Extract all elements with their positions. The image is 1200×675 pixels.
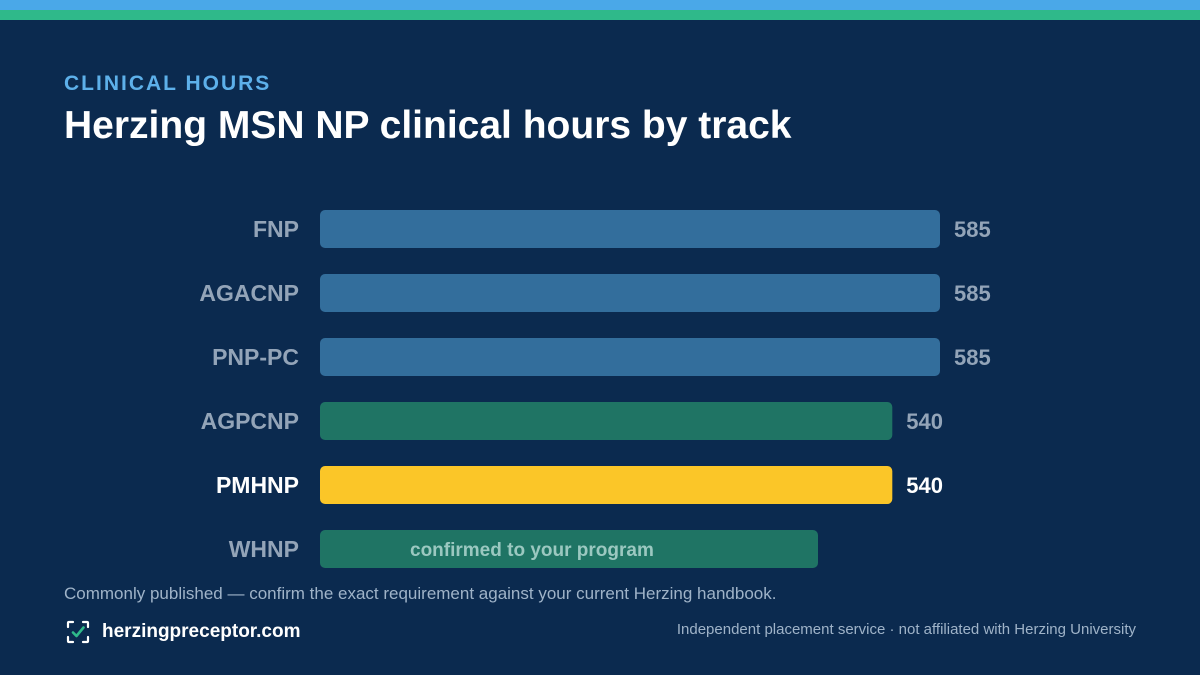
value-label-agacnp: 585	[954, 281, 991, 306]
bar-agacnp	[320, 274, 940, 312]
bar-fnp	[320, 210, 940, 248]
bar-note-whnp: confirmed to your program	[410, 540, 654, 561]
section-eyebrow: CLINICAL HOURS	[64, 72, 272, 95]
brand[interactable]: herzingpreceptor.com	[64, 618, 301, 646]
bar-pmhnp	[320, 466, 893, 504]
disclaimer: Independent placement service · not affi…	[676, 621, 1136, 638]
value-label-agpcnp: 540	[906, 409, 943, 434]
top-accent-bar	[0, 0, 1200, 20]
bar-pnp-pc	[320, 338, 940, 376]
value-label-pmhnp: 540	[906, 473, 943, 498]
category-label-pmhnp: PMHNP	[216, 472, 299, 498]
value-label-fnp: 585	[954, 217, 991, 242]
bar-agpcnp	[320, 402, 893, 440]
category-label-agacnp: AGACNP	[199, 280, 299, 306]
category-label-agpcnp: AGPCNP	[201, 408, 299, 434]
value-label-pnp-pc: 585	[954, 345, 991, 370]
category-label-pnp-pc: PNP-PC	[212, 344, 299, 370]
checkbox-icon	[66, 620, 90, 644]
footnote: Commonly published — confirm the exact r…	[64, 584, 777, 603]
bar-whnp	[320, 530, 818, 568]
site-name[interactable]: herzingpreceptor.com	[102, 621, 301, 642]
category-label-fnp: FNP	[253, 216, 299, 242]
chart-title: Herzing MSN NP clinical hours by track	[64, 104, 792, 147]
category-label-whnp: WHNP	[229, 536, 299, 562]
